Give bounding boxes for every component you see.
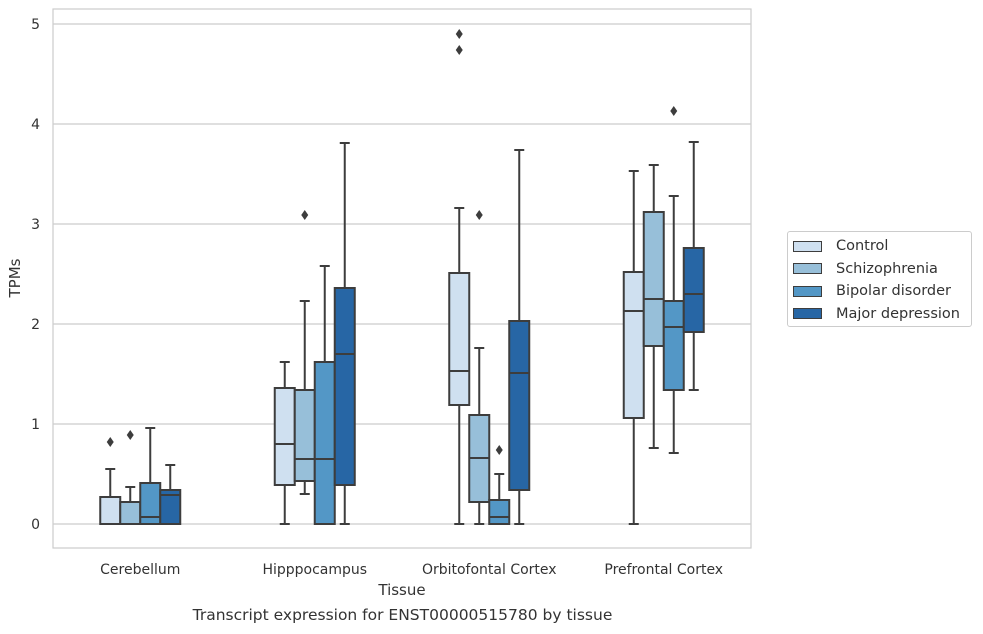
legend-item: Control: [793, 235, 971, 258]
y-tick-label: 0: [31, 517, 40, 533]
outlier-point: [301, 210, 309, 220]
y-tick-label: 5: [31, 17, 40, 33]
figure-caption: Transcript expression for ENST0000051578…: [192, 606, 613, 624]
outlier-point: [126, 430, 134, 440]
box: [119, 501, 142, 525]
legend-swatch: [793, 240, 822, 252]
box-group: [273, 361, 296, 525]
box-group: [448, 29, 471, 525]
x-tick-label: Cerebellum: [100, 562, 180, 578]
y-tick-label: 1: [31, 417, 40, 433]
y-tick-label: 3: [31, 217, 40, 233]
box-group: [468, 210, 491, 525]
outlier-point: [455, 45, 463, 55]
x-tick-labels: Cerebellum Hipppocampus Orbitofontal Corte…: [100, 562, 723, 578]
legend-item: Bipolar disorder: [793, 280, 971, 303]
box-group: [508, 149, 531, 525]
box: [662, 300, 685, 391]
box-group: [622, 170, 645, 525]
y-tick-label: 4: [31, 117, 40, 133]
box: [508, 320, 531, 491]
box: [333, 287, 356, 486]
box-group: [119, 430, 142, 525]
legend-item: Major depression: [793, 303, 971, 326]
box: [488, 499, 511, 525]
box-group: [488, 445, 511, 525]
y-tick-label: 2: [31, 317, 40, 333]
box-group: [313, 265, 336, 525]
outlier-point: [455, 29, 463, 39]
box-group: [159, 464, 182, 525]
box: [622, 271, 645, 419]
x-axis-title: Tissue: [377, 581, 425, 599]
box-group: [293, 210, 316, 495]
x-tick-label: Orbitofontal Cortex: [422, 562, 557, 578]
box: [99, 496, 122, 525]
box: [273, 387, 296, 486]
box-group: [662, 106, 685, 454]
plot-area-frame: [52, 8, 752, 549]
box: [313, 361, 336, 525]
legend-swatch: [793, 308, 822, 320]
box-group: [642, 164, 665, 449]
box: [448, 272, 471, 406]
legend-item: Schizophrenia: [793, 258, 971, 281]
box-group: [139, 427, 162, 525]
outlier-point: [670, 106, 678, 116]
box-group: [333, 142, 356, 525]
legend-swatch: [793, 263, 822, 275]
box-layer: [99, 29, 705, 525]
outlier-point: [475, 210, 483, 220]
legend-label: Schizophrenia: [836, 260, 938, 277]
box: [293, 389, 316, 482]
outlier-point: [495, 445, 503, 455]
legend: Control Schizophrenia Bipolar disorder M…: [787, 231, 972, 327]
legend-swatch: [793, 285, 822, 297]
box: [159, 489, 182, 525]
legend-label: Control: [836, 238, 889, 255]
x-tick-label: Prefrontal Cortex: [604, 562, 723, 578]
outlier-point: [106, 437, 114, 447]
box: [642, 211, 665, 347]
box: [682, 247, 705, 333]
y-tick-labels: 0 1 2 3 4 5: [31, 17, 40, 533]
x-tick-label: Hipppocampus: [262, 562, 367, 578]
legend-label: Major depression: [836, 305, 960, 322]
y-axis-title: TPMs: [6, 258, 24, 298]
box-group: [682, 141, 705, 391]
legend-label: Bipolar disorder: [836, 283, 951, 300]
box-group: [99, 437, 122, 525]
